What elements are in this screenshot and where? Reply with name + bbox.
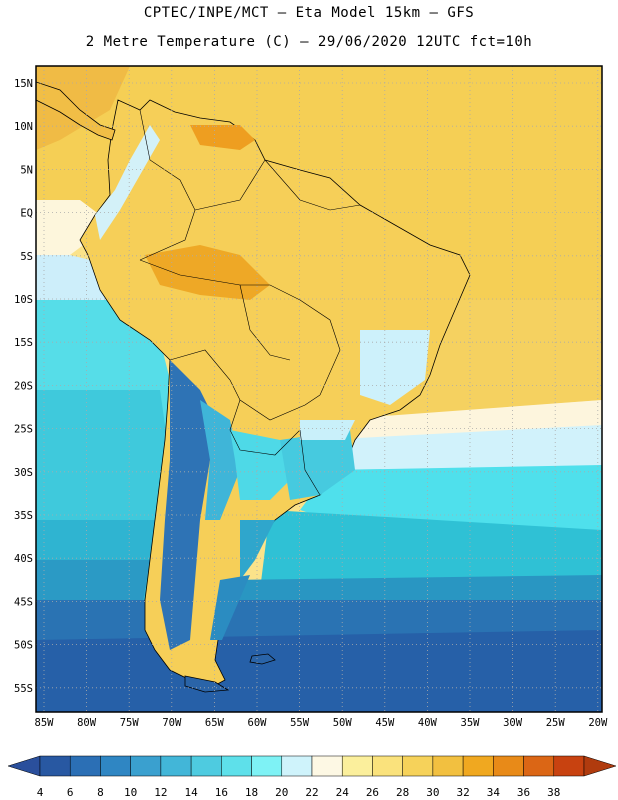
lon-label: 25W xyxy=(546,717,566,729)
temperature-field xyxy=(36,66,602,712)
lon-label: 85W xyxy=(35,717,55,729)
colorbar-label: 36 xyxy=(517,786,530,799)
colorbar-swatch xyxy=(493,755,524,777)
colorbar-swatch xyxy=(160,755,192,777)
lat-label: 25S xyxy=(14,424,33,436)
colorbar-label: 6 xyxy=(67,786,74,799)
lat-label: 45S xyxy=(14,596,33,608)
map-frame xyxy=(35,65,603,713)
lon-label: 75W xyxy=(120,717,140,729)
colorbar: 4 6 8 10 12 14 16 18 20 22 24 26 28 30 32 34 36 38 xyxy=(7,755,617,799)
colorbar-swatch xyxy=(462,755,494,777)
lat-label: 35S xyxy=(14,510,33,522)
lat-label: 30S xyxy=(14,467,33,479)
colorbar-left-arrow xyxy=(7,755,41,777)
colorbar-label: 38 xyxy=(547,786,560,799)
colorbar-swatch xyxy=(311,755,343,777)
lon-label: 60W xyxy=(248,717,268,729)
lon-label: 20W xyxy=(588,717,608,729)
colorbar-swatch xyxy=(130,755,162,777)
lon-label: 30W xyxy=(503,717,523,729)
colorbar-swatch xyxy=(553,755,585,777)
colorbar-swatch xyxy=(281,755,313,777)
chart-title-line1: CPTEC/INPE/MCT – Eta Model 15km – GFS xyxy=(143,5,475,21)
lat-label: 15N xyxy=(14,78,33,90)
lat-label: 50S xyxy=(14,640,33,652)
lon-label: 50W xyxy=(333,717,353,729)
colorbar-label: 20 xyxy=(275,786,288,799)
colorbar-right-arrow xyxy=(583,755,617,777)
colorbar-label: 18 xyxy=(245,786,258,799)
lat-label: 20S xyxy=(14,380,33,392)
lon-label: 35W xyxy=(461,717,481,729)
colorbar-swatch xyxy=(402,755,434,777)
lat-label: 40S xyxy=(14,553,33,565)
colorbar-label: 26 xyxy=(366,786,379,799)
lat-label: 5S xyxy=(20,251,33,263)
colorbar-label: 30 xyxy=(426,786,439,799)
lat-label: 55S xyxy=(14,683,33,695)
colorbar-label: 4 xyxy=(37,786,44,799)
colorbar-swatch xyxy=(372,755,403,777)
lon-label: 45W xyxy=(375,717,395,729)
lon-label: 55W xyxy=(290,717,310,729)
country-borders xyxy=(139,109,361,496)
colorbar-swatch xyxy=(39,755,71,777)
lat-label: 15S xyxy=(14,337,33,349)
lon-label: 70W xyxy=(162,717,182,729)
colorbar-swatch xyxy=(100,755,131,777)
colorbar-label: 14 xyxy=(184,786,198,799)
colorbar-swatch xyxy=(221,755,252,777)
colorbar-swatch xyxy=(251,755,283,777)
colorbar-swatch xyxy=(432,755,464,777)
lat-label: EQ xyxy=(20,208,33,220)
lon-label: 65W xyxy=(205,717,225,729)
colorbar-swatch xyxy=(523,755,555,777)
lon-label: 80W xyxy=(77,717,97,729)
central-america-land xyxy=(36,81,116,141)
chart-title-line2: 2 Metre Temperature (C) – 29/06/2020 12U… xyxy=(85,34,533,50)
lat-label: 10N xyxy=(14,121,33,133)
latitude-labels: 15N 10N 5N EQ 5S 10S 15S 20S 25S 30S 35S 40S 45S 50S 5… xyxy=(14,78,33,695)
colorbar-label: 8 xyxy=(97,786,104,799)
lat-label: 5N xyxy=(20,164,33,176)
colorbar-label: 32 xyxy=(456,786,469,799)
colorbar-swatch xyxy=(190,755,222,777)
colorbar-label: 22 xyxy=(305,786,318,799)
colorbar-label: 24 xyxy=(336,786,350,799)
lon-label: 40W xyxy=(418,717,438,729)
lat-label: 10S xyxy=(14,294,33,306)
land-field xyxy=(36,81,471,693)
colorbar-swatch xyxy=(69,755,101,777)
colorbar-swatch xyxy=(341,755,373,777)
colorbar-label: 28 xyxy=(396,786,409,799)
colorbar-label: 10 xyxy=(124,786,137,799)
colorbar-label: 16 xyxy=(215,786,228,799)
colorbar-label: 34 xyxy=(487,786,501,799)
colorbar-label: 12 xyxy=(154,786,167,799)
longitude-labels: 85W 80W 75W 70W 65W 60W 55W 50W 45W 40W 35W 30W 25W 2… xyxy=(35,717,608,729)
